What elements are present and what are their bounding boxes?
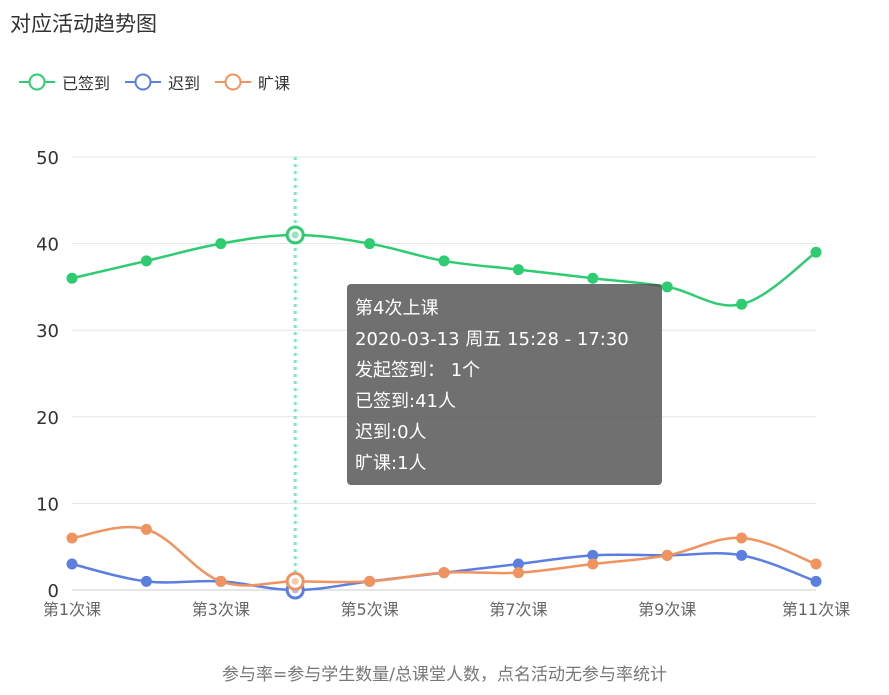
data-point bbox=[66, 558, 78, 570]
data-point bbox=[140, 575, 152, 587]
data-tooltip: 第4次上课 2020-03-13 周五 15:28 - 17:30 发起签到： … bbox=[347, 284, 662, 485]
chart-legend: 已签到 迟到 旷课 bbox=[18, 70, 290, 94]
chart-title: 对应活动趋势图 bbox=[10, 12, 157, 36]
x-tick-label: 第5次课 bbox=[341, 600, 399, 619]
tooltip-title: 第4次上课 bbox=[355, 298, 439, 319]
data-point bbox=[736, 549, 748, 561]
chart-footnote: 参与率=参与学生数量/总课堂人数，点名活动无参与率统计 bbox=[222, 665, 667, 685]
data-point-highlighted-center bbox=[291, 577, 299, 585]
data-point bbox=[438, 255, 450, 267]
y-tick-label: 10 bbox=[36, 494, 59, 515]
legend-label-signed-in: 已签到 bbox=[62, 74, 111, 93]
data-point bbox=[364, 238, 376, 250]
data-point bbox=[661, 281, 673, 293]
y-tick-label: 50 bbox=[36, 148, 59, 169]
x-tick-label: 第9次课 bbox=[638, 600, 696, 619]
data-point bbox=[66, 532, 78, 544]
tooltip-signed-in: 已签到:41人 bbox=[355, 391, 456, 412]
data-point bbox=[215, 238, 227, 250]
data-point bbox=[736, 532, 748, 544]
x-tick-label: 第7次课 bbox=[489, 600, 547, 619]
data-point bbox=[810, 558, 822, 570]
tooltip-absent: 旷课:1人 bbox=[355, 453, 427, 474]
legend-item-signed-in[interactable]: 已签到 bbox=[18, 70, 110, 94]
tooltip-late: 迟到:0人 bbox=[355, 422, 427, 443]
data-point bbox=[587, 558, 599, 570]
x-tick-label: 第3次课 bbox=[192, 600, 250, 619]
data-point-highlighted-center bbox=[291, 231, 299, 239]
data-point bbox=[140, 255, 152, 267]
data-point bbox=[736, 298, 748, 310]
x-tick-label: 第11次课 bbox=[782, 600, 850, 619]
data-point bbox=[587, 549, 599, 561]
legend-item-late[interactable]: 迟到 bbox=[124, 70, 200, 94]
data-point bbox=[810, 246, 822, 258]
legend-label-absent: 旷课 bbox=[258, 74, 291, 93]
data-point bbox=[215, 575, 227, 587]
legend-item-absent[interactable]: 旷课 bbox=[214, 70, 290, 94]
data-point bbox=[512, 558, 524, 570]
data-point bbox=[587, 272, 599, 284]
legend-line-circle-icon bbox=[125, 73, 162, 91]
y-tick-label: 0 bbox=[48, 581, 59, 602]
data-point bbox=[512, 264, 524, 276]
y-tick-label: 20 bbox=[36, 408, 59, 429]
y-tick-label: 40 bbox=[36, 235, 59, 256]
y-tick-label: 30 bbox=[36, 321, 59, 342]
data-point bbox=[810, 575, 822, 587]
data-point bbox=[140, 523, 152, 535]
tooltip-time: 2020-03-13 周五 15:28 - 17:30 bbox=[355, 329, 629, 350]
data-point bbox=[66, 272, 78, 284]
legend-label-late: 迟到 bbox=[168, 74, 201, 93]
tooltip-initiated: 发起签到： 1个 bbox=[355, 360, 481, 381]
data-point bbox=[512, 567, 524, 579]
x-tick-label: 第1次课 bbox=[43, 600, 101, 619]
data-point bbox=[364, 575, 376, 587]
data-point bbox=[661, 549, 673, 561]
legend-line-circle-icon bbox=[19, 73, 55, 91]
legend-line-circle-icon bbox=[215, 73, 252, 91]
data-point bbox=[438, 567, 450, 579]
